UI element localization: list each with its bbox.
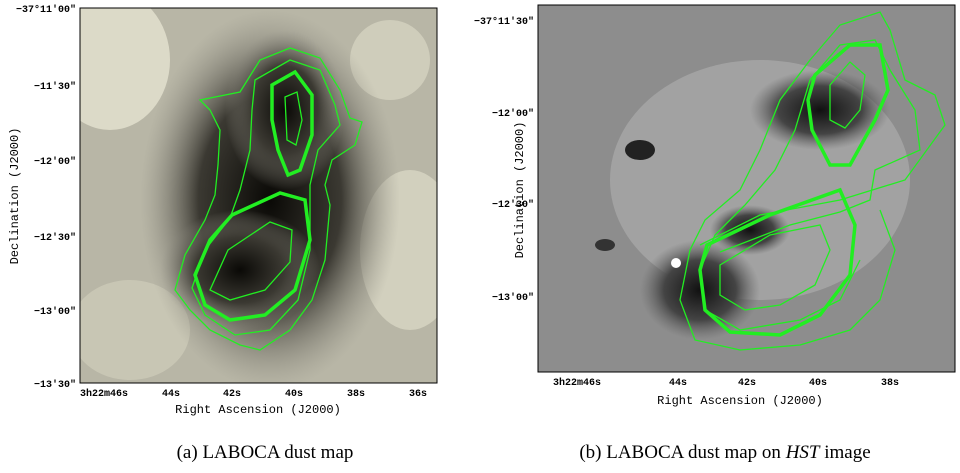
caption-text: LABOCA dust map <box>202 442 353 463</box>
x-tick-label: 38s <box>347 389 365 400</box>
caption: (b) LABOCA dust map on HST image <box>579 442 870 463</box>
caption-text: LABOCA dust map on <box>606 442 781 463</box>
x-tick-label: 3h22m46s <box>553 377 601 389</box>
caption: (a) LABOCA dust map <box>177 442 354 463</box>
y-tick-label: −12′00″ <box>34 156 76 168</box>
x-tick-label: 36s <box>409 389 427 400</box>
y-ticks: −37°11′00″ −11′30″ −12′00″ −12′30″ −13′0… <box>16 4 76 391</box>
y-axis-title: Declination (J2000) <box>513 122 527 259</box>
x-axis-title: Right Ascension (J2000) <box>175 403 341 417</box>
caption-label: (b) <box>579 442 601 463</box>
x-tick-label: 3h22m46s <box>80 388 128 400</box>
figure: −37°11′00″ −11′30″ −12′00″ −12′30″ −13′0… <box>0 0 960 473</box>
x-tick-label: 40s <box>285 389 303 400</box>
x-tick-label: 44s <box>162 389 180 400</box>
y-tick-label: −13′30″ <box>34 379 76 391</box>
hst-image <box>538 5 955 372</box>
caption-text: image <box>824 442 870 463</box>
x-ticks: 3h22m46s 44s 42s 40s 38s 36s <box>80 388 427 400</box>
y-tick-label: −11′30″ <box>34 81 76 93</box>
x-tick-label: 42s <box>738 378 756 389</box>
y-tick-label: −13′00″ <box>34 306 76 318</box>
x-axis-title: Right Ascension (J2000) <box>657 394 823 408</box>
y-tick-label: −13′00″ <box>492 292 534 304</box>
caption-emphasis: HST <box>785 442 821 463</box>
x-tick-label: 40s <box>809 378 827 389</box>
x-tick-label: 42s <box>223 389 241 400</box>
y-axis-title: Declination (J2000) <box>8 128 22 265</box>
y-tick-label: −12′00″ <box>492 108 534 120</box>
x-tick-label: 44s <box>669 378 687 389</box>
x-ticks: 3h22m46s 44s 42s 40s 38s <box>553 377 899 389</box>
y-tick-label: −37°11′30″ <box>474 16 534 28</box>
caption-label: (a) <box>177 442 198 463</box>
y-tick-label: −37°11′00″ <box>16 4 76 16</box>
x-tick-label: 38s <box>881 378 899 389</box>
dust-map-image <box>50 0 460 390</box>
y-tick-label: −12′30″ <box>34 232 76 244</box>
